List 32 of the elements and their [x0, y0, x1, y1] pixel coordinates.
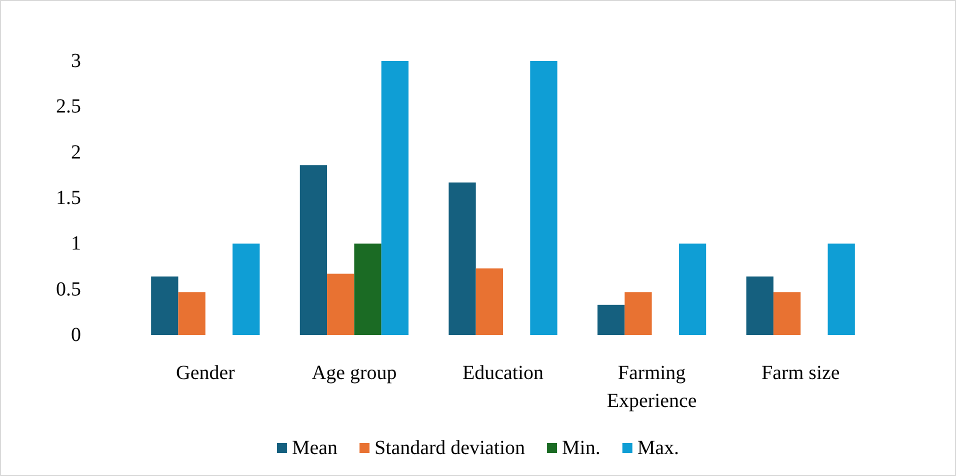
y-tick-label: 2.5 — [56, 96, 81, 118]
x-tick-label: Age group — [312, 362, 397, 384]
y-tick-label: 1 — [71, 232, 81, 255]
bar — [773, 292, 801, 335]
y-tick-label: 2 — [71, 141, 81, 164]
bar — [381, 61, 409, 335]
legend-label: Standard deviation — [374, 437, 526, 459]
bar — [300, 165, 328, 335]
bar — [354, 244, 382, 335]
x-tick-label: Farming Experience — [606, 362, 697, 412]
x-tick-label: Farm size — [761, 362, 840, 384]
bar — [597, 304, 625, 335]
y-tick-label: 1.5 — [56, 187, 81, 209]
bar — [624, 292, 652, 335]
legend-label: Max. — [637, 437, 680, 459]
bar — [678, 244, 706, 335]
bar — [151, 276, 178, 335]
x-tick-label: Gender — [176, 362, 236, 384]
bar — [828, 244, 855, 335]
bar — [178, 292, 206, 335]
legend-label: Mean — [292, 437, 338, 459]
y-tick-label: 0.5 — [56, 278, 81, 300]
x-tick-label: Education — [462, 362, 544, 384]
bar — [530, 61, 558, 335]
bar — [476, 268, 503, 335]
legend-label: Min. — [562, 437, 600, 459]
bar — [327, 274, 354, 335]
bar — [746, 276, 774, 335]
y-tick-label: 3 — [71, 50, 81, 72]
y-tick-label: 0 — [71, 324, 81, 346]
bar — [232, 244, 260, 335]
bar — [448, 182, 476, 335]
